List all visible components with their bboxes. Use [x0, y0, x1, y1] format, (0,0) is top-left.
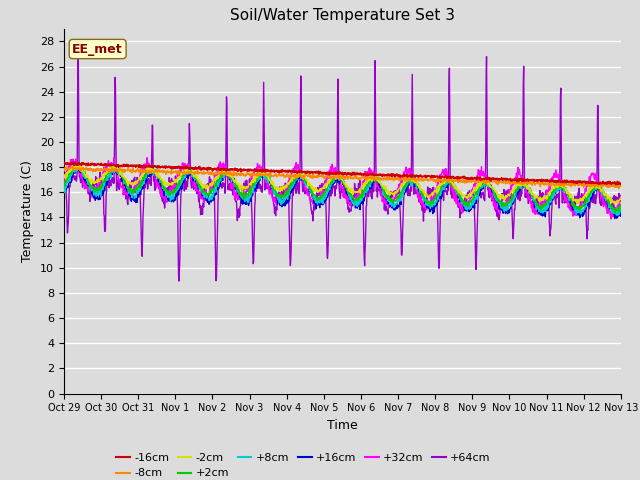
- Y-axis label: Temperature (C): Temperature (C): [22, 160, 35, 262]
- X-axis label: Time: Time: [327, 419, 358, 432]
- Title: Soil/Water Temperature Set 3: Soil/Water Temperature Set 3: [230, 9, 455, 24]
- Text: EE_met: EE_met: [72, 43, 123, 56]
- Legend: -16cm, -8cm, -2cm, +2cm, +8cm, +16cm, +32cm, +64cm: -16cm, -8cm, -2cm, +2cm, +8cm, +16cm, +3…: [112, 448, 495, 480]
